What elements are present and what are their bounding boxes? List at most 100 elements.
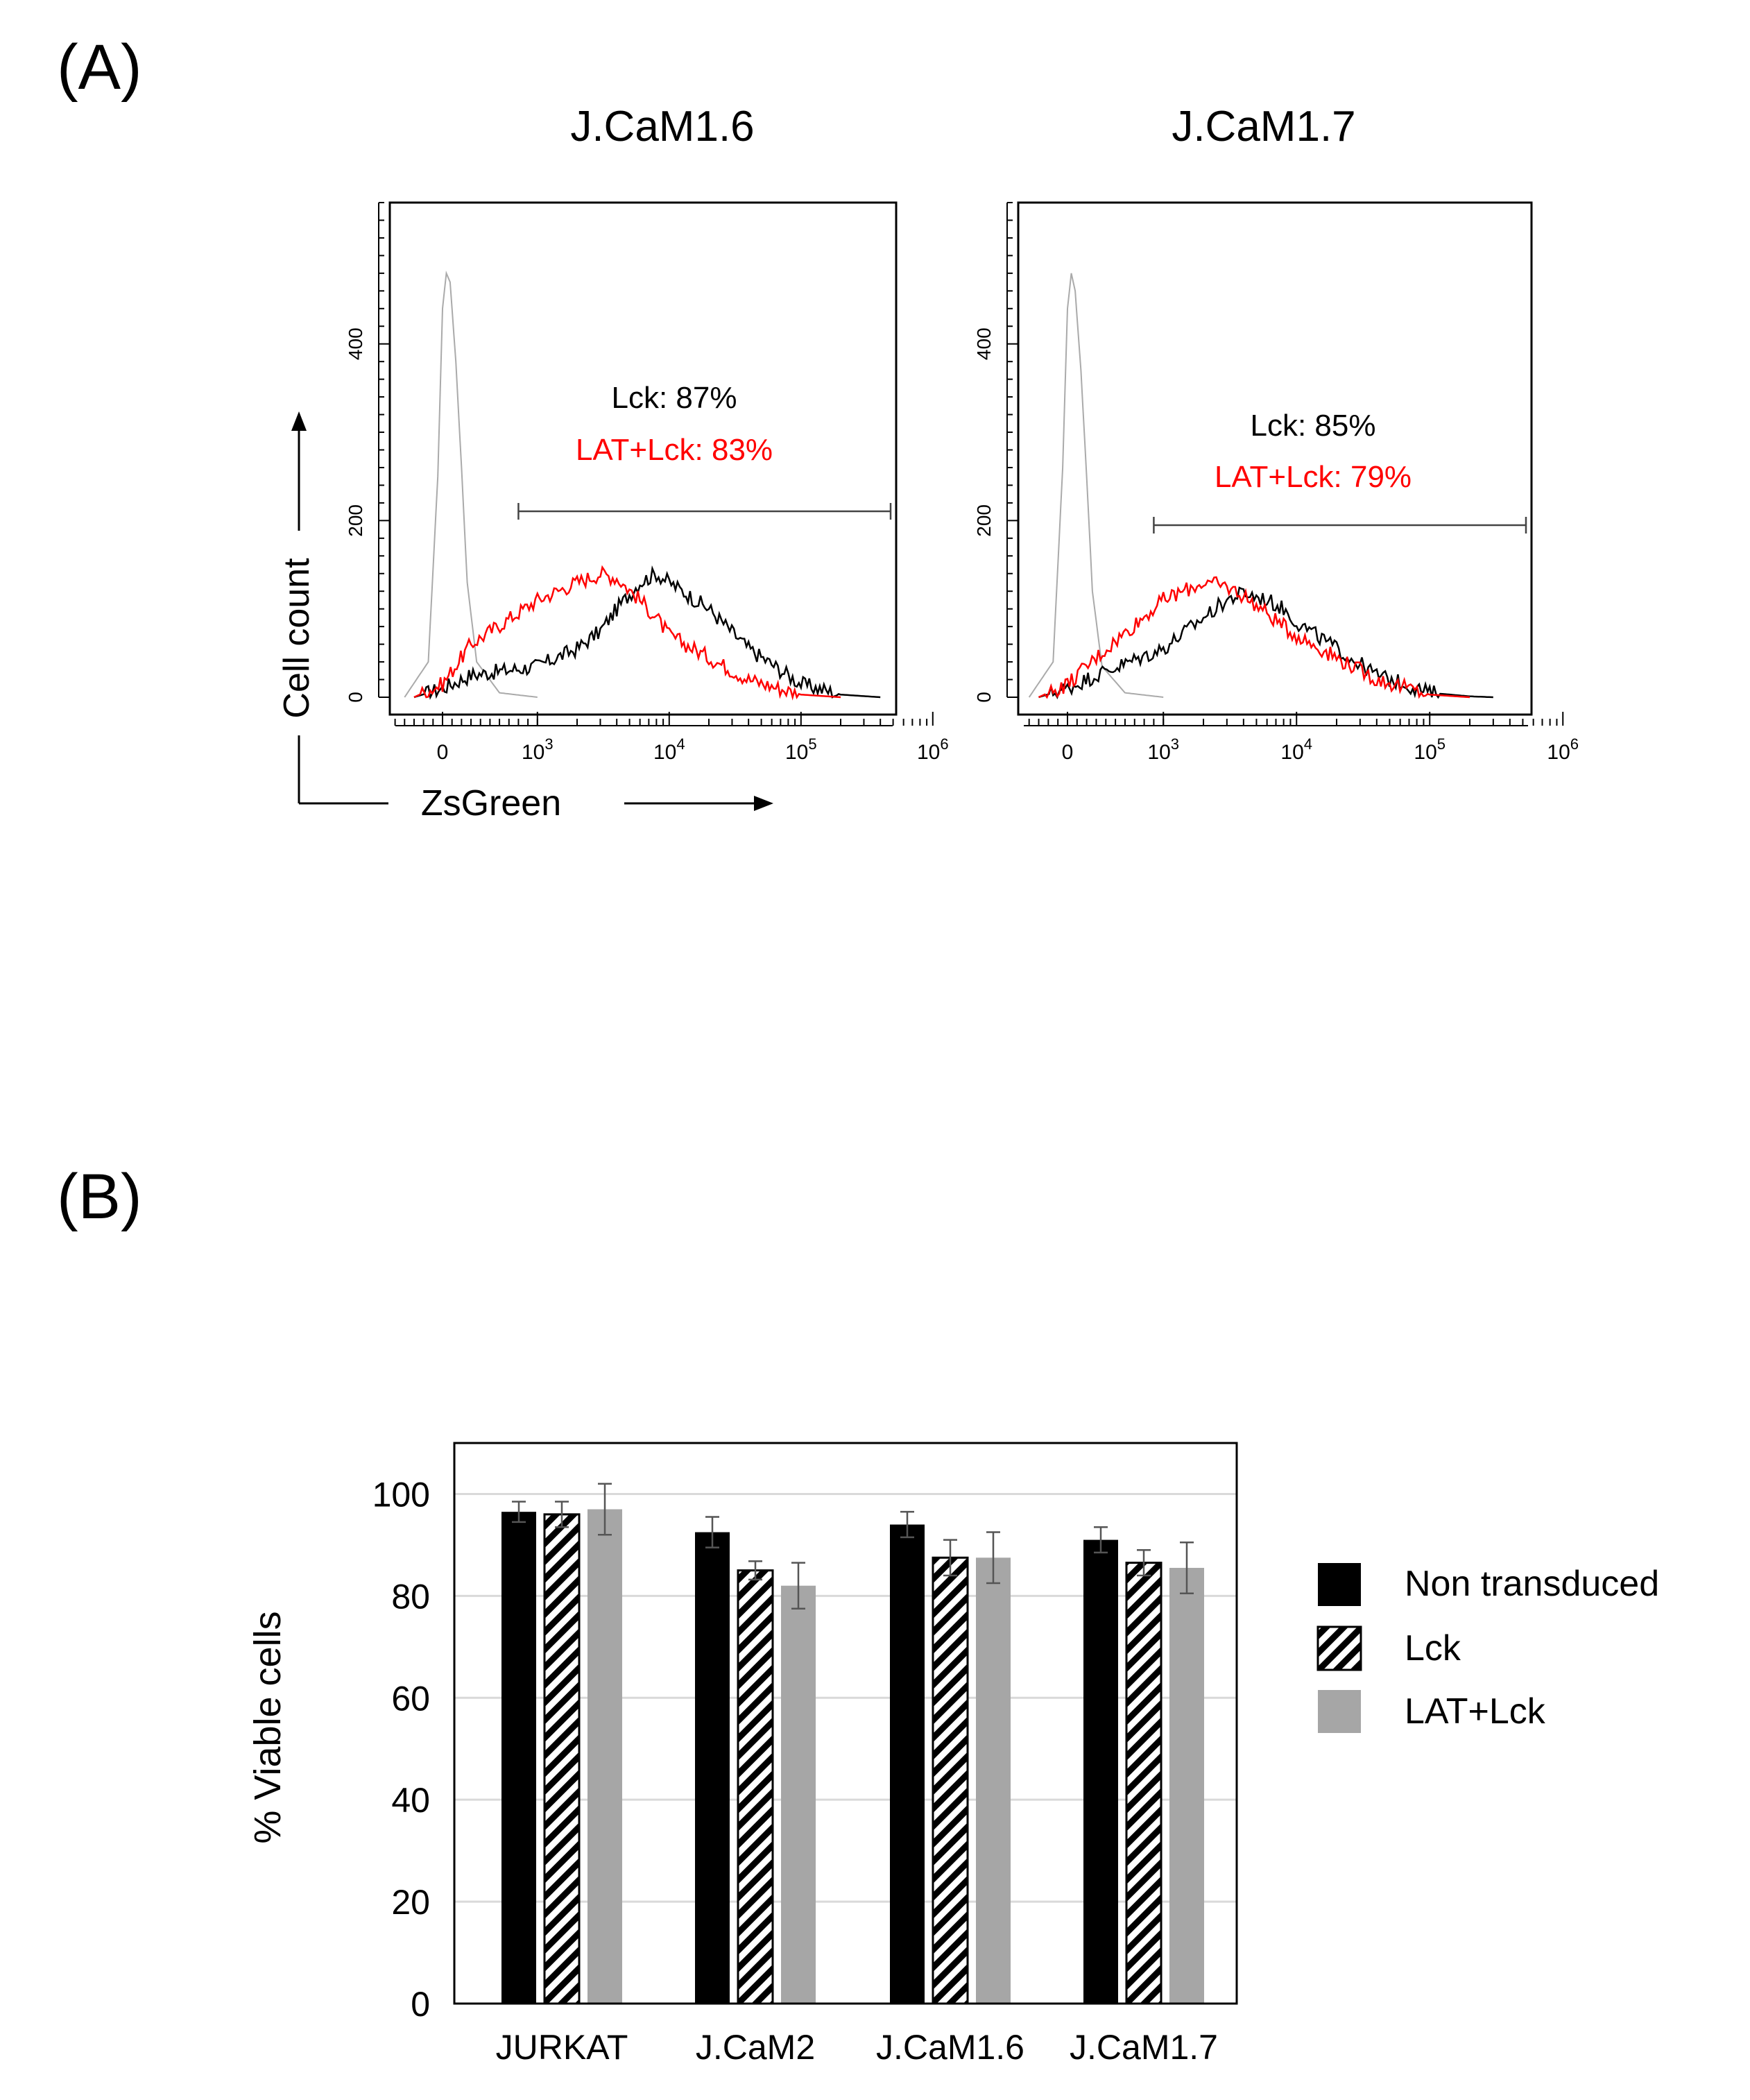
x-tick-label: 0 (1062, 741, 1074, 764)
y-tick-label: 400 (345, 327, 366, 360)
x-tick-base: 10 (653, 741, 676, 764)
gate-bar (1153, 517, 1527, 533)
x-tick-label: 105 (785, 735, 817, 764)
x-tick-exponent: 6 (940, 735, 948, 753)
x-tick-exponent: 6 (1570, 735, 1579, 753)
x-tick-exponent: 4 (676, 735, 685, 753)
histogram-title: J.CaM1.6 (570, 103, 754, 151)
legend-swatch-nontransduced (1318, 1563, 1361, 1606)
y-tick-label: 0 (411, 1985, 430, 2024)
category-label: J.CaM1.6 (876, 2028, 1024, 2067)
y-tick-label: 0 (973, 692, 995, 703)
x-axis: 0 103 104 105 106 (394, 712, 949, 764)
annotation-lat-lck: LAT+Lck: 83% (576, 433, 773, 467)
panel-a-label: (A) (57, 32, 142, 103)
bar-lck (932, 1556, 969, 2005)
bar-non-transduced (501, 1512, 536, 2004)
bar-lat-lck (587, 1509, 622, 2004)
y-tick-label: 400 (973, 327, 995, 360)
zsgreen-arrow-head (754, 796, 773, 811)
bar-non-transduced (695, 1532, 730, 2004)
histogram-title: J.CaM1.7 (1172, 103, 1355, 151)
x-tick-label: 105 (1414, 735, 1446, 764)
y-axis: 0 200 400 (345, 202, 390, 703)
plot-frame (453, 1442, 1238, 2005)
plot-frame (388, 201, 898, 716)
x-tick-label: 103 (1147, 735, 1179, 764)
y-tick-label: 80 (391, 1577, 430, 1616)
y-tick-label: 200 (973, 504, 995, 537)
x-tick-exponent: 4 (1304, 735, 1312, 753)
y-axis: 0 20 40 60 80 100 (372, 1475, 430, 2024)
bar-lck (543, 1513, 581, 2005)
cell-count-label: Cell count (277, 558, 317, 719)
y-axis: 0 200 400 (973, 202, 1018, 703)
x-tick-exponent: 3 (1171, 735, 1179, 753)
y-tick-label: 0 (345, 692, 366, 703)
legend-item-nontransduced: Non transduced (1318, 1563, 1659, 1606)
x-tick-label: 106 (1547, 735, 1579, 764)
histogram-curves (1028, 273, 1493, 700)
x-axis: JURKAT J.CaM2 J.CaM1.6 J.CaM1.7 (496, 2028, 1218, 2067)
annotation-lck: Lck: 87% (612, 381, 737, 415)
y-tick-label: 60 (391, 1679, 430, 1718)
bars (501, 1483, 1204, 2005)
category-label: JURKAT (496, 2028, 628, 2067)
plot-frame (1017, 201, 1533, 716)
x-tick-label: 103 (522, 735, 554, 764)
x-tick-exponent: 5 (1437, 735, 1446, 753)
zsgreen-label: ZsGreen (421, 783, 561, 823)
histogram-series-0 (404, 271, 538, 698)
x-tick-label: 104 (1280, 735, 1312, 764)
legend-item-lat-lck: LAT+Lck (1318, 1690, 1546, 1733)
bar-lat-lck (781, 1585, 816, 2004)
y-tick-label: 100 (372, 1475, 430, 1514)
legend-label: Lck (1405, 1628, 1461, 1668)
histogram-series-0 (1028, 273, 1164, 698)
x-tick-exponent: 5 (808, 735, 816, 753)
x-axis: 0 103 104 105 106 (1024, 712, 1579, 764)
legend: Non transduced Lck LAT+Lck (1316, 1563, 1659, 1733)
x-tick-base: 10 (522, 741, 544, 764)
y-axis-label: % Viable cells (247, 1611, 289, 1843)
x-tick-base: 10 (1414, 741, 1436, 764)
histogram-series-1 (1038, 586, 1493, 700)
category-label: J.CaM1.7 (1070, 2028, 1218, 2067)
gate-bar (517, 503, 892, 520)
bar-lat-lck (1169, 1567, 1204, 2004)
legend-swatch-lck (1316, 1625, 1362, 1671)
bar-lck (1125, 1562, 1163, 2005)
annotation-lck: Lck: 85% (1251, 409, 1376, 443)
histogram-series-2 (1038, 576, 1470, 699)
y-tick-label: 200 (345, 504, 366, 537)
bar-lck (737, 1569, 774, 2005)
viability-bar-chart: % Viable cells 0 20 40 60 80 100 JURKAT J.CaM2… (247, 1442, 1238, 2067)
legend-item-lck: Lck (1316, 1625, 1461, 1671)
histogram-series-2 (413, 565, 841, 701)
x-tick-label: 104 (653, 735, 685, 764)
x-tick-base: 10 (1547, 741, 1570, 764)
histogram-curves (404, 271, 881, 701)
x-tick-base: 10 (1147, 741, 1170, 764)
x-tick-label: 0 (437, 741, 449, 764)
legend-label: Non transduced (1405, 1564, 1659, 1604)
legend-swatch-lat-lck (1318, 1690, 1361, 1733)
bar-non-transduced (1083, 1539, 1118, 2004)
x-tick-base: 10 (917, 741, 940, 764)
x-tick-exponent: 3 (544, 735, 553, 753)
x-tick-base: 10 (785, 741, 808, 764)
cell-count-arrow-head (291, 411, 307, 431)
bar-non-transduced (890, 1524, 925, 2004)
bar-lat-lck (976, 1557, 1011, 2004)
category-label: J.CaM2 (696, 2028, 815, 2067)
panel-b-label: (B) (57, 1161, 142, 1232)
y-tick-label: 20 (391, 1883, 430, 1922)
y-tick-label: 40 (391, 1781, 430, 1820)
x-tick-base: 10 (1280, 741, 1303, 764)
annotation-lat-lck: LAT+Lck: 79% (1215, 460, 1412, 494)
histogram-series-1 (413, 565, 881, 700)
legend-label: LAT+Lck (1405, 1691, 1546, 1732)
